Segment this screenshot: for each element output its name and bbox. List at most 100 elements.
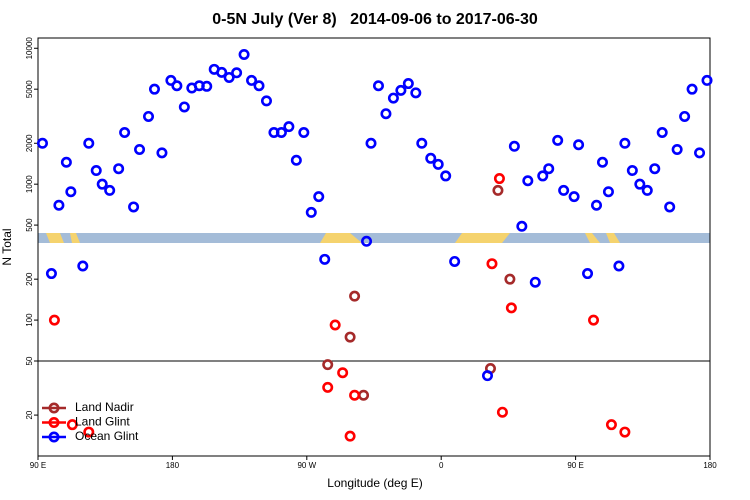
point: [275, 127, 287, 139]
point: [349, 290, 361, 302]
point: [387, 92, 399, 104]
point: [283, 121, 295, 133]
x-tick-label: 0: [439, 461, 444, 470]
point: [48, 314, 60, 326]
point: [322, 359, 334, 371]
point: [113, 163, 125, 175]
point: [656, 127, 668, 139]
point: [238, 48, 250, 60]
point: [66, 419, 78, 431]
point: [605, 419, 617, 431]
point: [402, 78, 414, 90]
point: [380, 108, 392, 120]
point: [90, 165, 102, 177]
point: [223, 71, 235, 83]
y-tick-label: 10000: [25, 37, 34, 60]
y-axis-label: N Total: [0, 228, 14, 265]
x-tick-label: 180: [166, 461, 180, 470]
point: [349, 389, 361, 401]
point: [344, 331, 356, 343]
point: [664, 201, 676, 213]
chart-title: 0-5N July (Ver 8) 2014-09-06 to 2017-06-…: [212, 11, 538, 28]
point: [543, 163, 555, 175]
legend-marker: [48, 402, 60, 414]
point: [626, 165, 638, 177]
legend-marker: [48, 431, 60, 443]
point: [591, 199, 603, 211]
x-tick-label: 90 E: [567, 461, 583, 470]
point: [573, 139, 585, 151]
point: [201, 80, 213, 92]
point: [216, 66, 228, 78]
y-tick-label: 5000: [25, 80, 34, 98]
point: [53, 199, 65, 211]
point: [148, 83, 160, 95]
x-tick-label: 180: [703, 461, 717, 470]
point: [410, 87, 422, 99]
point: [128, 201, 140, 213]
point: [365, 137, 377, 149]
y-tick-label: 500: [25, 218, 34, 232]
y-tick-label: 200: [25, 272, 34, 286]
point: [143, 110, 155, 122]
point: [505, 302, 517, 314]
point: [395, 84, 407, 96]
y-tick-label: 2000: [25, 134, 34, 152]
point: [449, 255, 461, 267]
point: [671, 143, 683, 155]
point: [83, 426, 95, 438]
y-tick-label: 1000: [25, 175, 34, 193]
point: [36, 137, 48, 149]
point: [298, 127, 310, 139]
point: [619, 137, 631, 149]
point: [432, 158, 444, 170]
point: [156, 147, 168, 159]
point: [588, 314, 600, 326]
point: [319, 253, 331, 265]
x-tick-label: 90 E: [30, 461, 46, 470]
y-tick-label: 50: [25, 356, 34, 365]
legend-marker: [48, 416, 60, 428]
point: [568, 191, 580, 203]
point: [516, 220, 528, 232]
point: [119, 127, 131, 139]
y-tick-label: 20: [25, 410, 34, 419]
point: [493, 173, 505, 185]
point: [537, 170, 549, 182]
point: [496, 406, 508, 418]
point: [329, 319, 341, 331]
legend-label: Land Nadir: [75, 400, 134, 414]
point: [372, 80, 384, 92]
point: [694, 147, 706, 159]
point: [104, 184, 116, 196]
point: [686, 83, 698, 95]
point: [486, 258, 498, 270]
point: [481, 370, 493, 382]
point: [522, 175, 534, 187]
point: [492, 184, 504, 196]
point: [679, 110, 691, 122]
point: [558, 184, 570, 196]
point: [552, 134, 564, 146]
y-tick-label: 100: [25, 313, 34, 327]
point: [701, 74, 713, 86]
point: [322, 381, 334, 393]
point: [602, 186, 614, 198]
point: [83, 137, 95, 149]
point: [96, 178, 108, 190]
point: [582, 268, 594, 280]
point: [641, 184, 653, 196]
point: [77, 260, 89, 272]
point: [231, 67, 243, 79]
point: [253, 80, 265, 92]
point: [358, 389, 370, 401]
map-strip: [38, 233, 710, 243]
point: [178, 101, 190, 113]
legend-label: Land Glint: [75, 415, 130, 429]
point: [440, 170, 452, 182]
point: [290, 154, 302, 166]
point: [134, 143, 146, 155]
point: [65, 186, 77, 198]
point: [619, 426, 631, 438]
